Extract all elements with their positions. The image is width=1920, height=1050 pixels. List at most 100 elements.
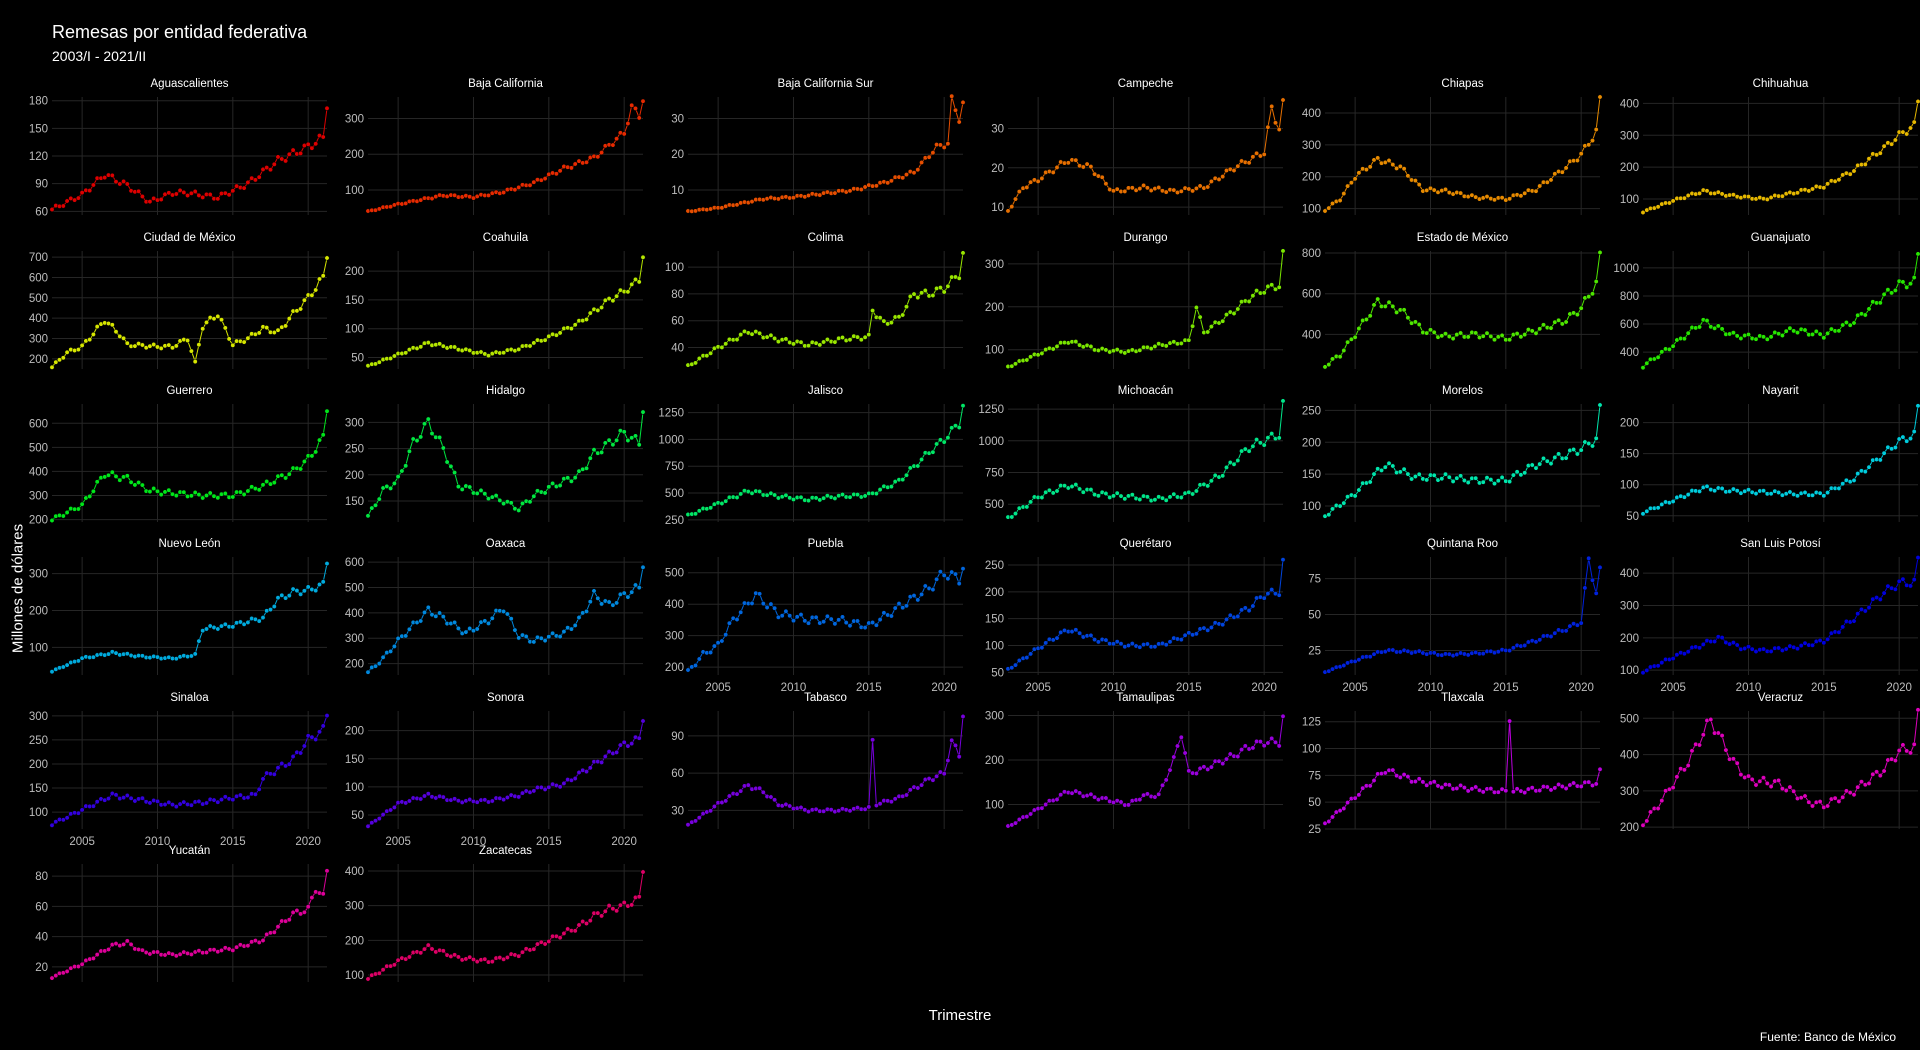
data-point: [486, 620, 491, 626]
data-point: [471, 957, 476, 962]
data-point: [832, 339, 838, 345]
data-point: [1533, 188, 1539, 194]
data-point: [1148, 346, 1154, 352]
data-point: [155, 488, 160, 494]
y-tick-label: 100: [985, 641, 1004, 653]
data-point: [301, 588, 307, 594]
data-point: [704, 353, 710, 359]
data-point: [1802, 327, 1808, 333]
data-point: [192, 651, 198, 657]
data-point: [629, 741, 635, 747]
panel-title-ciudad-de-mexico: Ciudad de México: [143, 232, 235, 244]
data-point: [230, 624, 236, 630]
y-tick-label: 500: [345, 582, 364, 594]
data-point: [90, 331, 96, 337]
data-point: [1205, 483, 1211, 489]
data-point: [94, 324, 100, 330]
data-point: [1541, 455, 1546, 461]
data-point: [290, 147, 296, 153]
data-point: [313, 737, 319, 742]
data-point: [388, 807, 394, 813]
data-point: [1254, 437, 1260, 443]
data-point: [1111, 493, 1116, 499]
data-point: [1821, 640, 1827, 646]
data-point: [1352, 334, 1358, 340]
data-point: [474, 626, 480, 632]
data-point: [373, 818, 378, 824]
data-point: [1593, 590, 1599, 596]
data-point: [1727, 488, 1733, 494]
data-point: [1715, 323, 1721, 329]
data-point: [106, 651, 111, 657]
y-tick-label: 60: [671, 768, 684, 780]
data-point: [320, 432, 326, 438]
data-point: [1077, 630, 1083, 636]
data-point: [817, 342, 823, 348]
y-tick-label: 250: [345, 444, 364, 456]
data-point: [1160, 495, 1165, 501]
data-point: [1013, 820, 1018, 826]
data-point: [1326, 668, 1332, 674]
data-point: [1382, 464, 1388, 470]
data-point: [1900, 279, 1906, 285]
data-point: [1208, 625, 1214, 630]
y-tick-label: 1250: [978, 404, 1004, 416]
data-point: [693, 360, 698, 366]
data-point: [452, 952, 458, 958]
data-point: [1783, 788, 1789, 793]
data-point: [862, 625, 868, 631]
series-line-guerrero: [51, 411, 328, 521]
data-point: [128, 795, 134, 801]
data-point: [241, 185, 247, 191]
data-point: [391, 804, 397, 810]
data-point: [956, 754, 962, 760]
data-point: [452, 796, 458, 802]
data-point: [919, 160, 925, 165]
data-point: [1337, 808, 1343, 814]
data-point: [1356, 792, 1362, 798]
y-tick-label: 100: [1620, 480, 1639, 492]
data-point: [1681, 336, 1687, 342]
data-point: [798, 612, 804, 618]
data-point: [1764, 336, 1770, 342]
data-point: [211, 947, 217, 953]
data-point: [1326, 819, 1332, 824]
data-point: [934, 773, 940, 779]
data-point: [64, 198, 70, 204]
data-point: [252, 791, 258, 797]
data-point: [1250, 154, 1256, 160]
data-point: [520, 500, 525, 506]
data-point: [915, 463, 921, 469]
y-tick-label: 500: [29, 293, 48, 305]
data-point: [482, 956, 488, 962]
data-point: [1896, 578, 1902, 584]
y-tick-label: 100: [1620, 194, 1639, 206]
data-point: [610, 602, 616, 608]
data-point: [1080, 489, 1086, 495]
data-point: [621, 131, 627, 137]
data-point: [1776, 777, 1782, 783]
data-point: [1783, 646, 1789, 652]
data-point: [320, 134, 326, 140]
data-point: [1465, 480, 1471, 485]
data-point: [1708, 717, 1714, 722]
data-point: [1567, 782, 1573, 788]
data-point: [1552, 319, 1558, 325]
data-point: [1738, 336, 1744, 341]
data-point: [949, 93, 955, 99]
y-tick-label: 100: [985, 345, 1004, 357]
data-point: [1915, 251, 1920, 257]
data-point: [587, 599, 593, 605]
data-point: [1065, 160, 1071, 166]
data-point: [708, 350, 714, 356]
data-point: [1764, 780, 1770, 786]
data-point: [1273, 120, 1278, 126]
panel-title-nuevo-leon: Nuevo León: [158, 538, 220, 550]
data-point: [1276, 743, 1282, 749]
data-point: [911, 291, 917, 297]
data-point: [1836, 485, 1842, 491]
data-point: [501, 190, 507, 195]
data-point: [1103, 347, 1109, 353]
data-point: [941, 439, 947, 445]
data-point: [162, 802, 168, 807]
